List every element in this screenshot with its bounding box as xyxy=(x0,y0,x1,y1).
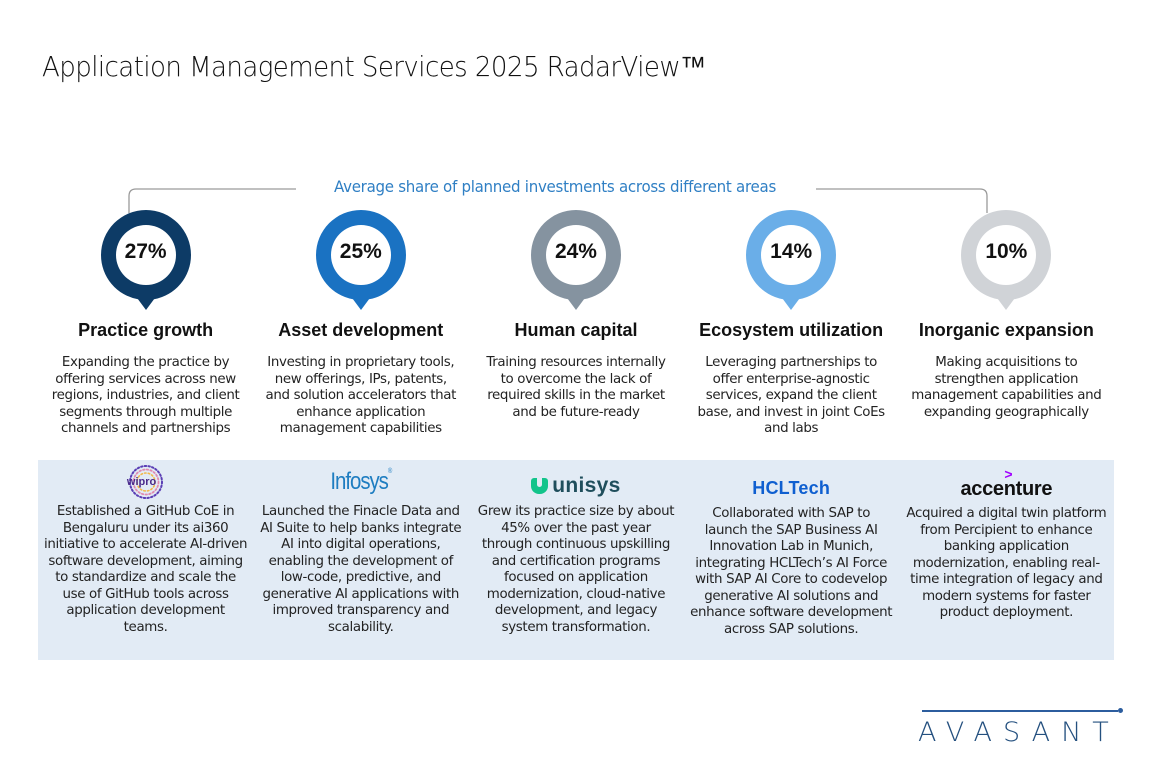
area-title: Ecosystem utilization xyxy=(699,320,884,340)
avasant-wordmark: AVASANT xyxy=(918,717,1120,748)
provider-examples-panel: wipro Established a GitHub CoE in Bengal… xyxy=(38,460,1114,660)
unisys-logo: unisys xyxy=(468,464,683,508)
area-title: Asset development xyxy=(278,320,444,340)
map-pin-icon: 25% xyxy=(311,210,411,310)
example-unisys: unisys Grew its practice size by about 4… xyxy=(468,460,683,660)
example-description: Established a GitHub CoE in Bengaluru un… xyxy=(44,504,248,635)
wipro-logo: wipro xyxy=(38,460,253,504)
example-description: Launched the Finacle Data and AI Suite t… xyxy=(260,504,462,635)
example-infosys: Infosys® Launched the Finacle Data and A… xyxy=(253,460,468,660)
hcltech-wordmark: HCLTech xyxy=(752,477,831,498)
avasant-logo: AVASANT xyxy=(918,705,1134,755)
pin-ring xyxy=(100,210,191,310)
area-title: Human capital xyxy=(514,320,638,340)
area-share-value: 27% xyxy=(124,240,167,263)
accenture-wordmark: accenture xyxy=(960,477,1053,500)
area-description: Leveraging partnerships to offer enterpr… xyxy=(697,355,886,437)
accenture-chevron-icon: > xyxy=(1004,465,1013,482)
area-description: Training resources internally to overcom… xyxy=(486,355,666,420)
area-description: Making acquisitions to strengthen applic… xyxy=(911,355,1102,420)
infosys-wordmark: Infosys xyxy=(330,468,389,495)
area-share-value: 25% xyxy=(339,240,382,263)
area-title: Practice growth xyxy=(78,320,214,340)
investment-areas: 27% Practice growth Expanding the practi… xyxy=(38,210,1114,460)
unisys-mark-icon xyxy=(531,478,549,494)
wipro-dots-icon xyxy=(128,465,163,499)
example-hcltech: HCLTech Collaborated with SAP to launch … xyxy=(684,460,899,660)
example-accenture: > accenture Acquired a digital twin platf… xyxy=(899,460,1114,660)
logo-rule xyxy=(922,710,1118,712)
page-title: Application Management Services 2025 Rad… xyxy=(42,50,706,83)
area-title: Inorganic expansion xyxy=(918,320,1094,340)
logo-dot xyxy=(1118,708,1123,713)
area-human-capital: 24% Human capital Training resources int… xyxy=(468,210,683,460)
map-pin-icon: 10% xyxy=(956,210,1056,310)
accenture-logo: > accenture xyxy=(899,464,1114,508)
area-description: Expanding the practice by offering servi… xyxy=(51,355,240,437)
map-pin-icon: 27% xyxy=(96,210,196,310)
map-pin-icon: 24% xyxy=(526,210,626,310)
example-description: Grew its practice size by about 45% over… xyxy=(477,504,675,635)
infosys-logo: Infosys® xyxy=(253,460,468,504)
area-share-value: 24% xyxy=(554,240,597,263)
pin-ring xyxy=(746,210,837,310)
map-pin-icon: 14% xyxy=(741,210,841,310)
wipro-wordmark: wipro xyxy=(126,476,157,488)
subtitle-connectors xyxy=(128,188,988,213)
registered-mark: ® xyxy=(387,468,392,475)
unisys-wordmark: unisys xyxy=(552,474,621,497)
area-practice-growth: 27% Practice growth Expanding the practi… xyxy=(38,210,253,460)
hcltech-logo: HCLTech xyxy=(684,466,899,510)
pin-ring xyxy=(315,210,406,310)
area-inorganic-expansion: 10% Inorganic expansion Making acquisiti… xyxy=(899,210,1114,460)
section-subtitle: Average share of planned investments acr… xyxy=(333,177,777,196)
example-description: Acquired a digital twin platform from Pe… xyxy=(906,506,1107,620)
area-description: Investing in proprietary tools, new offe… xyxy=(265,355,457,437)
pin-ring xyxy=(530,210,621,310)
area-ecosystem-utilization: 14% Ecosystem utilization Leveraging par… xyxy=(684,210,899,460)
area-asset-development: 25% Asset development Investing in propr… xyxy=(253,210,468,460)
pin-ring xyxy=(961,210,1052,310)
area-share-value: 14% xyxy=(770,240,813,263)
area-share-value: 10% xyxy=(985,240,1028,263)
example-description: Collaborated with SAP to launch the SAP … xyxy=(690,506,893,637)
example-wipro: wipro Established a GitHub CoE in Bengal… xyxy=(38,460,253,660)
